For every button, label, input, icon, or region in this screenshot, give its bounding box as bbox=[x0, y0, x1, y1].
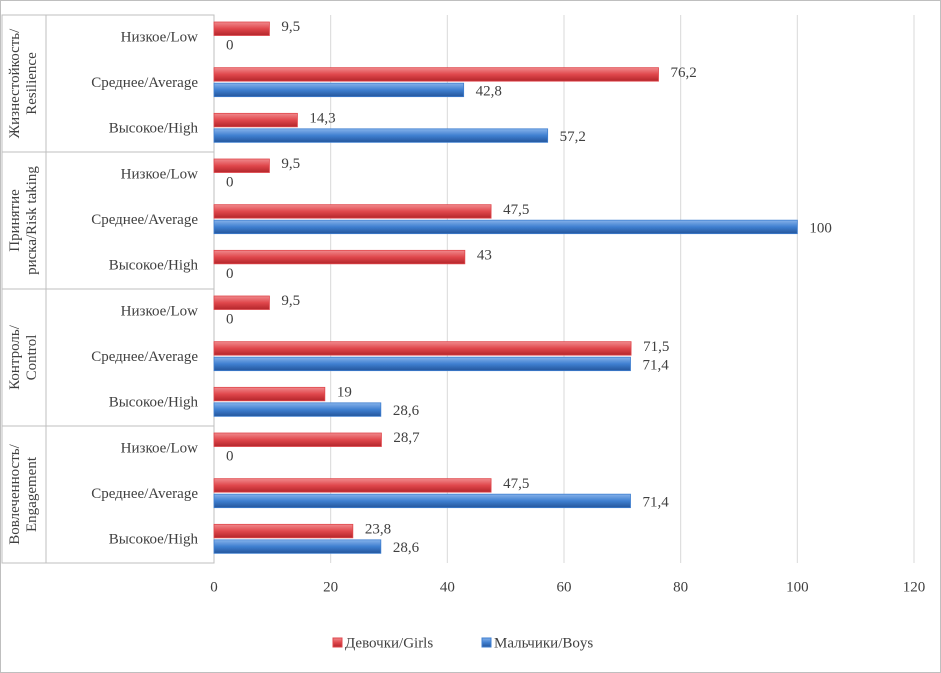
value-label: 28,6 bbox=[393, 403, 420, 419]
legend-label: Девочки/Girls bbox=[345, 635, 433, 651]
value-label: 0 bbox=[226, 38, 234, 54]
value-label: 9,5 bbox=[281, 156, 300, 172]
category-label: Среднее/Average bbox=[91, 349, 198, 365]
group-label: риска/Risk taking bbox=[24, 166, 40, 275]
group-label: Принятие bbox=[7, 189, 23, 252]
category-label: Среднее/Average bbox=[91, 486, 198, 502]
value-label: 9,5 bbox=[281, 19, 300, 35]
category-label: Низкое/Low bbox=[121, 29, 198, 45]
bar bbox=[213, 386, 326, 402]
bar bbox=[213, 128, 549, 143]
category-label: Среднее/Average bbox=[91, 75, 198, 91]
bar bbox=[213, 493, 631, 509]
bar bbox=[213, 402, 382, 417]
bar bbox=[213, 295, 270, 310]
value-label: 19 bbox=[337, 385, 352, 401]
value-label: 23,8 bbox=[365, 522, 391, 538]
bar bbox=[213, 478, 492, 493]
value-label: 0 bbox=[226, 175, 234, 191]
bar bbox=[213, 341, 632, 356]
legend-swatch bbox=[332, 637, 343, 648]
value-label: 28,7 bbox=[393, 430, 420, 446]
x-tick-label: 60 bbox=[557, 579, 572, 595]
bar bbox=[213, 67, 659, 82]
value-label: 71,5 bbox=[643, 339, 669, 355]
value-label: 14,3 bbox=[309, 111, 335, 127]
bar bbox=[213, 21, 270, 36]
value-label: 9,5 bbox=[281, 293, 300, 309]
bar bbox=[213, 539, 382, 554]
group-label: Жизнестойкость/ bbox=[7, 28, 23, 138]
value-label: 0 bbox=[226, 449, 234, 465]
value-label: 28,6 bbox=[393, 540, 420, 556]
value-label: 57,2 bbox=[560, 129, 586, 145]
bar bbox=[213, 249, 466, 265]
value-label: 71,4 bbox=[643, 357, 670, 373]
x-tick-label: 20 bbox=[323, 579, 338, 595]
value-label: 76,2 bbox=[671, 65, 697, 81]
value-label: 71,4 bbox=[643, 494, 670, 510]
group-label: Control bbox=[24, 335, 40, 381]
category-label: Высокое/High bbox=[109, 532, 199, 548]
value-label: 0 bbox=[226, 312, 234, 328]
legend-swatch bbox=[481, 637, 492, 648]
bar bbox=[213, 82, 465, 98]
group-label: Вовлеченность/ bbox=[7, 443, 23, 544]
x-tick-label: 40 bbox=[440, 579, 455, 595]
group-label: Resilience bbox=[24, 52, 40, 115]
category-label: Среднее/Average bbox=[91, 212, 198, 228]
bar bbox=[213, 204, 492, 219]
bar bbox=[213, 219, 798, 235]
category-label: Высокое/High bbox=[109, 258, 199, 274]
value-label: 43 bbox=[477, 248, 492, 264]
legend-label: Мальчики/Boys bbox=[494, 635, 593, 651]
category-label: Низкое/Low bbox=[121, 440, 198, 456]
value-label: 47,5 bbox=[503, 476, 529, 492]
value-label: 47,5 bbox=[503, 202, 529, 218]
x-tick-label: 80 bbox=[673, 579, 688, 595]
bar bbox=[213, 523, 354, 539]
x-tick-label: 100 bbox=[786, 579, 809, 595]
category-label: Высокое/High bbox=[109, 121, 199, 137]
bar bbox=[213, 158, 270, 173]
category-label: Низкое/Low bbox=[121, 303, 198, 319]
group-label: Engagement bbox=[24, 456, 40, 532]
value-label: 42,8 bbox=[476, 83, 502, 99]
value-label: 100 bbox=[809, 220, 832, 236]
category-label: Низкое/Low bbox=[121, 166, 198, 182]
group-label: Контроль/ bbox=[7, 324, 23, 390]
bar bbox=[213, 432, 382, 447]
x-tick-label: 120 bbox=[903, 579, 926, 595]
x-tick-label: 0 bbox=[210, 579, 218, 595]
category-label: Высокое/High bbox=[109, 395, 199, 411]
value-label: 0 bbox=[226, 266, 234, 282]
bar bbox=[213, 112, 298, 128]
bar bbox=[213, 356, 631, 372]
